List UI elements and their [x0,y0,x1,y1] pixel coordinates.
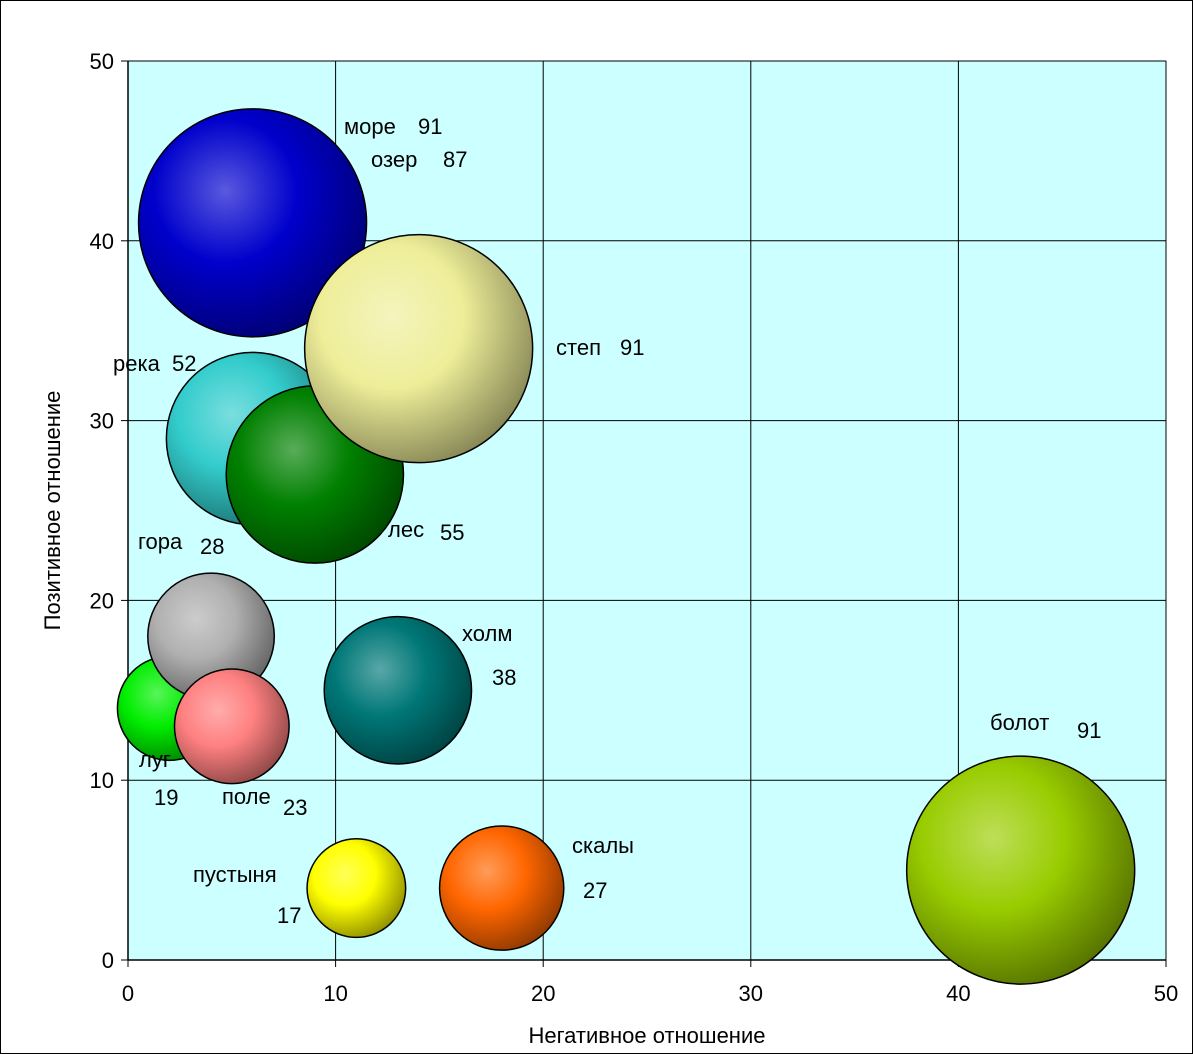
bubble-size-label-поле: 23 [283,795,307,820]
bubble-size-label-скалы: 27 [583,878,607,903]
bubble-size-label-море: 91 [418,114,442,139]
bubble-label-скалы: скалы [572,833,634,858]
bubble-label-река: река [113,351,161,376]
bubble-label-озер: озер [371,147,417,172]
y-tick-label: 30 [90,409,114,434]
bubble-болот [905,755,1136,985]
bubble-label-гора: гора [138,529,183,554]
bubbles [116,108,1136,985]
bubble-size-label-река: 52 [172,351,196,376]
bubble-label-степ: степ [556,335,601,360]
bubble-label-холм: холм [462,621,512,646]
bubble-size-label-пустыня: 17 [277,903,301,928]
tick-labels: 0 10 20 30 40 50 0 10 20 30 40 50 [90,49,1179,1006]
bubble-степ [303,233,534,464]
bubble-size-label-степ: 91 [620,335,644,360]
bubble-море [137,108,368,338]
bubble-label-болот: болот [990,710,1049,735]
bubble-label-пустыня: пустыня [193,862,277,887]
bubble-size-label-холм: 38 [492,665,516,690]
bubble-size-label-болот: 91 [1077,718,1101,743]
bubble-size-label-гора: 28 [200,534,224,559]
x-tick-label: 30 [739,981,763,1006]
bubble-холм [323,615,473,765]
bubble-size-label-лес: 55 [440,520,464,545]
x-tick-label: 40 [946,981,970,1006]
x-tick-label: 0 [122,981,134,1006]
y-tick-label: 0 [102,948,114,973]
y-tick-label: 40 [90,229,114,254]
bubble-label-поле: поле [222,784,271,809]
x-axis-title: Негативное отношение [529,1023,766,1048]
bubble-скалы [438,825,565,951]
bubble-поле [173,668,290,785]
y-tick-label: 50 [90,49,114,74]
bubble-size-label-озер: 87 [443,147,467,172]
bubble-пустыня [306,838,407,939]
y-axis-title: Позитивное отношение [40,391,65,631]
y-tick-label: 20 [90,588,114,613]
bubble-label-море: море [344,114,396,139]
bubble-size-label-луг: 19 [154,785,178,810]
bubble-label-луг: луг [139,747,171,772]
bubble-label-лес: лес [388,517,424,542]
x-tick-label: 20 [531,981,555,1006]
x-tick-label: 10 [323,981,347,1006]
y-tick-label: 10 [90,768,114,793]
x-tick-label: 50 [1154,981,1178,1006]
